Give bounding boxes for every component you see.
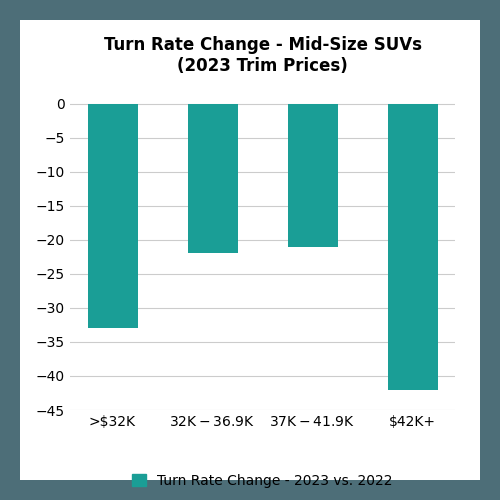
Bar [388, 104, 438, 390]
Legend: Turn Rate Change - 2023 vs. 2022: Turn Rate Change - 2023 vs. 2022 [126, 468, 398, 493]
Title: Turn Rate Change - Mid-Size SUVs
(2023 Trim Prices): Turn Rate Change - Mid-Size SUVs (2023 T… [104, 36, 422, 74]
Bar [288, 104, 338, 247]
Bar [188, 104, 238, 254]
Bar [88, 104, 138, 328]
